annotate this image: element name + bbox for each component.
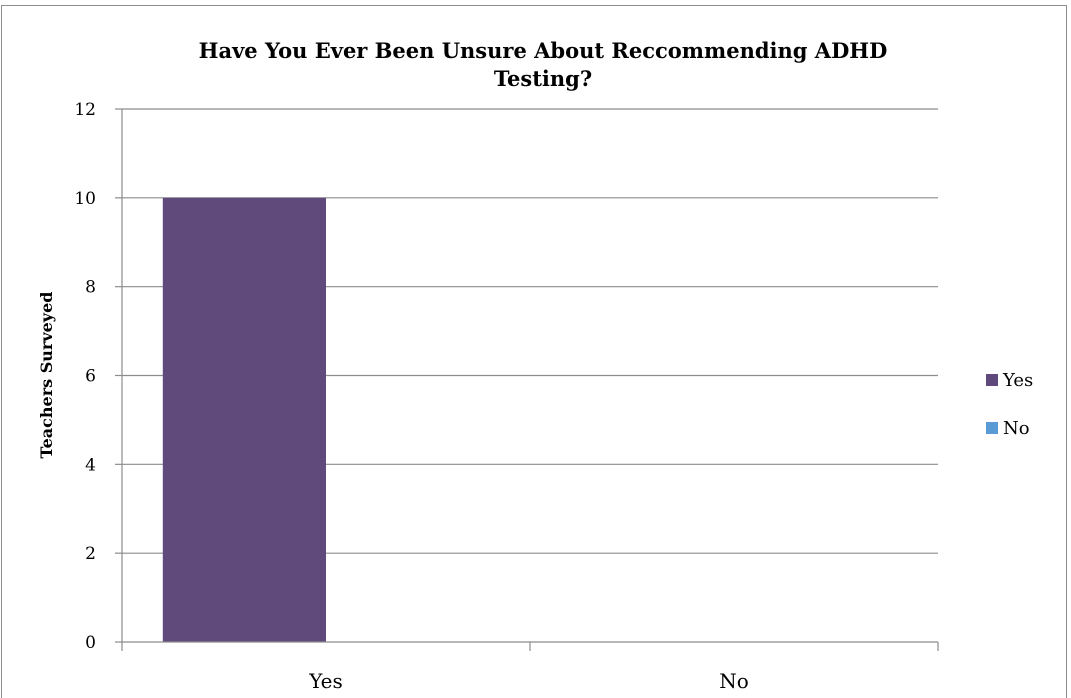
bars [162, 197, 326, 643]
y-tick-label: 2 [85, 544, 96, 564]
y-tick-label: 10 [74, 189, 96, 209]
y-axis-title: Teachers Surveyed [37, 292, 56, 459]
y-tick-label: 12 [74, 100, 96, 120]
y-tick-label: 6 [85, 367, 96, 387]
legend: Yes No [986, 370, 1033, 439]
chart-title-line-2: Testing? [494, 66, 592, 91]
y-tick-label: 4 [85, 455, 96, 475]
bar-yes [162, 197, 326, 643]
y-tick-labels: 0 2 4 6 8 10 12 [74, 100, 96, 653]
legend-label-no: No [1003, 418, 1030, 439]
x-category-label: Yes [308, 669, 343, 693]
x-category-label: No [719, 669, 749, 693]
legend-label-yes: Yes [1002, 370, 1033, 391]
y-tick-label: 8 [85, 278, 96, 298]
chart-title-line-1: Have You Ever Been Unsure About Reccomme… [199, 38, 888, 63]
y-tick-label: 0 [85, 633, 96, 653]
legend-swatch-no [986, 422, 998, 434]
legend-swatch-yes [986, 374, 998, 386]
axes [115, 108, 939, 651]
x-category-labels: Yes No [308, 669, 749, 693]
